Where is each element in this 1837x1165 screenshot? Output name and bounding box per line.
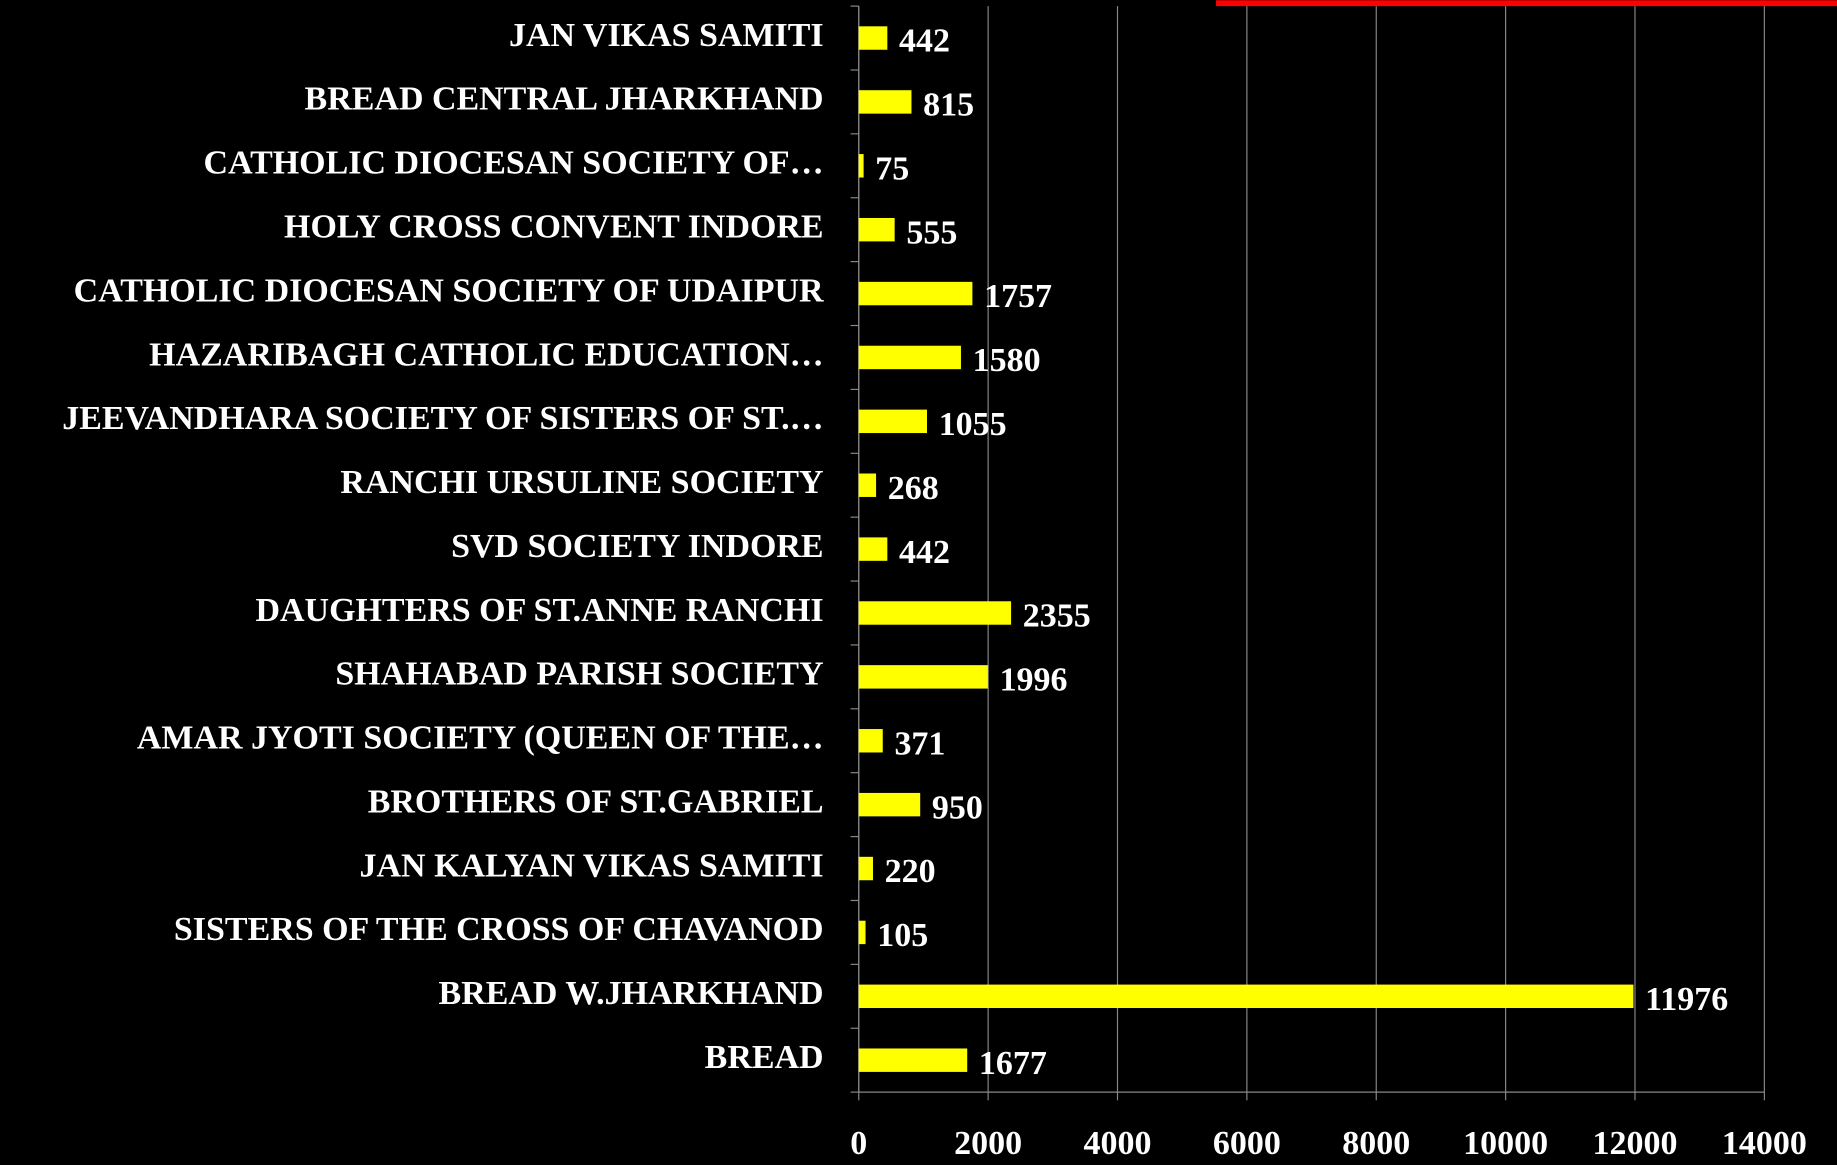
bar (858, 409, 927, 434)
y-tick-label: CATHOLIC DIOCESAN SOCIETY OF UDAIPUR (74, 272, 824, 309)
y-tick-label: BREAD (705, 1039, 824, 1076)
y-tick-label: AMAR JYOTI SOCIETY (QUEEN OF THE… (137, 720, 824, 757)
bar (858, 537, 888, 561)
bar (858, 856, 873, 881)
data-label: 1055 (939, 406, 1007, 443)
bar (858, 217, 895, 242)
y-tick-label: BROTHERS OF ST.GABRIEL (368, 783, 824, 820)
bar (858, 154, 864, 178)
x-tick-label: 6000 (1213, 1125, 1281, 1162)
data-label: 220 (885, 853, 936, 890)
x-tick-label: 4000 (1084, 1125, 1152, 1162)
y-tick-label: HOLY CROSS CONVENT INDORE (284, 208, 824, 245)
data-label: 1580 (973, 342, 1041, 379)
bar (858, 345, 961, 370)
data-label: 2355 (1023, 598, 1091, 635)
data-label: 11976 (1645, 981, 1728, 1018)
data-label: 1677 (979, 1045, 1047, 1082)
x-tick-label: 10000 (1463, 1125, 1548, 1162)
x-tick-label: 0 (850, 1125, 867, 1162)
bar (858, 281, 973, 306)
x-tick-label: 8000 (1342, 1125, 1410, 1162)
bar (858, 90, 912, 114)
y-tick-label: SVD SOCIETY INDORE (451, 528, 823, 565)
bar (858, 984, 1634, 1009)
y-tick-label: BREAD CENTRAL JHARKHAND (305, 81, 824, 118)
x-tick-label: 14000 (1722, 1125, 1807, 1162)
data-label: 371 (894, 725, 945, 762)
y-tick-label: SHAHABAD PARISH SOCIETY (335, 656, 823, 693)
data-label: 75 (875, 150, 909, 187)
bar (858, 792, 921, 817)
bar (858, 920, 866, 945)
data-label: 105 (877, 917, 928, 954)
bar (858, 601, 1012, 625)
y-tick-label: JAN VIKAS SAMITI (509, 17, 824, 54)
x-tick-label: 2000 (954, 1125, 1022, 1162)
bar (858, 473, 877, 497)
bar (858, 26, 888, 50)
data-label: 555 (906, 214, 957, 251)
data-label: 815 (923, 87, 974, 124)
y-tick-label: DAUGHTERS OF ST.ANNE RANCHI (255, 592, 823, 629)
bar (858, 665, 988, 689)
data-label: 442 (899, 23, 950, 60)
y-tick-label: JEEVANDHARA SOCIETY OF SISTERS OF ST.… (62, 400, 823, 437)
data-label: 442 (899, 534, 950, 571)
y-tick-label: JAN KALYAN VIKAS SAMITI (360, 847, 824, 884)
data-label: 1996 (1000, 662, 1068, 699)
data-label: 950 (932, 789, 983, 826)
y-tick-label: BREAD W.JHARKHAND (439, 975, 824, 1012)
data-label: 268 (888, 470, 939, 507)
bar (858, 729, 883, 753)
y-tick-label: CATHOLIC DIOCESAN SOCIETY OF… (204, 145, 824, 182)
x-tick-label: 12000 (1593, 1125, 1678, 1162)
decoration-bar (1216, 0, 1837, 7)
y-tick-label: SISTERS OF THE CROSS OF CHAVANOD (174, 911, 824, 948)
y-tick-label: HAZARIBAGH CATHOLIC EDUCATION… (149, 336, 823, 373)
data-label: 1757 (984, 278, 1052, 315)
bar (858, 1048, 968, 1072)
y-tick-label: RANCHI URSULINE SOCIETY (340, 464, 823, 501)
